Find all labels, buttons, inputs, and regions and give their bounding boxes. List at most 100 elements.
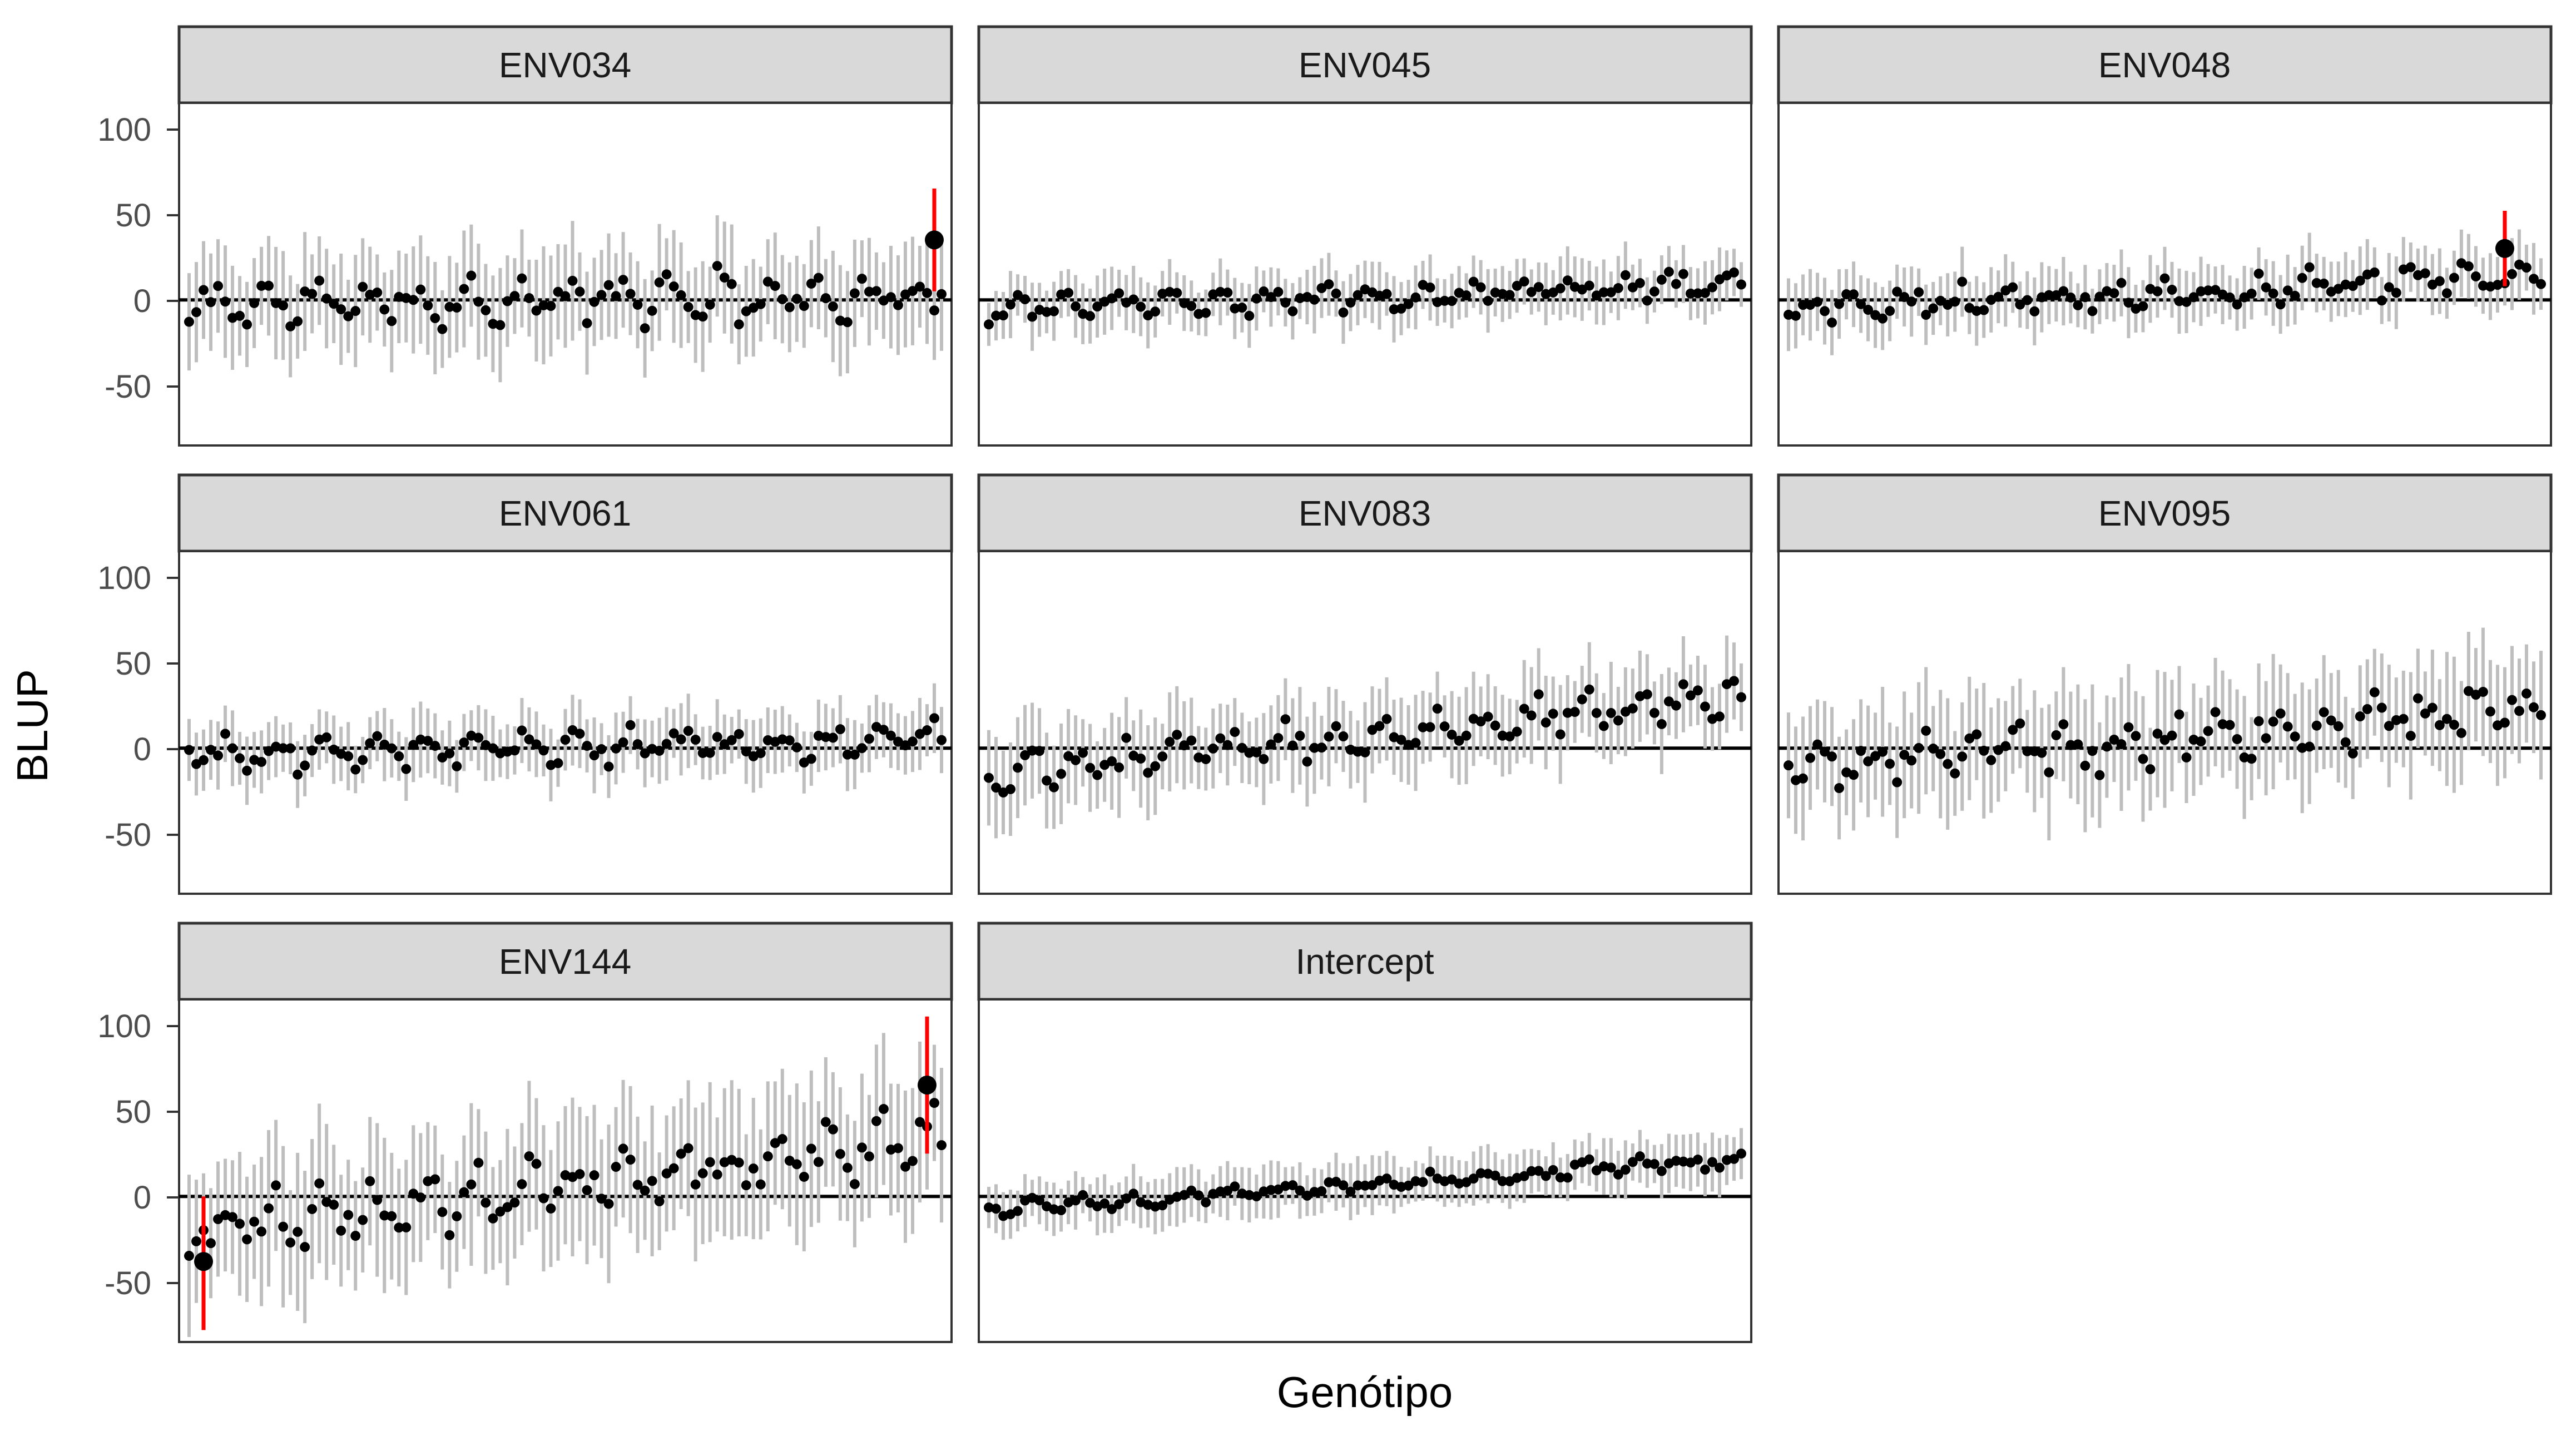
blup-point xyxy=(668,728,679,739)
blup-point xyxy=(2499,717,2510,728)
blup-point xyxy=(1396,303,1406,314)
blup-point xyxy=(1360,1180,1370,1191)
interval-marks xyxy=(1779,627,2551,841)
y-tick-label: 0 xyxy=(133,1180,151,1216)
blup-point xyxy=(1085,311,1096,321)
blup-point xyxy=(2376,295,2387,306)
blup-point xyxy=(2080,760,2090,771)
blup-point xyxy=(582,741,592,751)
blup-point xyxy=(242,765,252,776)
blup-point xyxy=(2015,299,2025,310)
blup-point xyxy=(567,275,578,286)
blup-point xyxy=(2290,290,2300,301)
blup-point xyxy=(596,1194,607,1204)
blup-point xyxy=(2391,288,2401,298)
blup-point xyxy=(1034,1195,1045,1206)
blup-point xyxy=(2485,706,2495,717)
blup-point xyxy=(1309,294,1320,305)
blup-point xyxy=(864,734,874,744)
blup-point xyxy=(2369,267,2380,278)
blup-point xyxy=(2037,747,2047,758)
blup-point xyxy=(734,729,744,739)
blup-point xyxy=(2253,269,2264,279)
blup-point xyxy=(1439,295,1450,306)
blup-point xyxy=(991,1204,1002,1214)
blup-point xyxy=(1042,775,1052,786)
blup-point xyxy=(1950,296,1960,307)
blup-point xyxy=(1446,296,1457,306)
blup-point xyxy=(907,736,918,747)
blup-point xyxy=(256,1226,267,1237)
blup-point xyxy=(1834,299,1845,309)
blup-point xyxy=(1201,754,1211,764)
blup-point xyxy=(1483,295,1493,306)
facet-env095: ENV095 xyxy=(1777,473,2553,895)
blup-point xyxy=(2420,268,2430,279)
blup-point xyxy=(466,270,477,281)
blup-point xyxy=(1671,700,1681,711)
blup-point xyxy=(365,738,375,749)
blup-point xyxy=(676,734,686,745)
blup-point xyxy=(712,732,722,742)
blup-point xyxy=(278,300,289,311)
blup-point xyxy=(394,751,404,761)
blup-point xyxy=(1295,1185,1305,1196)
blup-point xyxy=(1671,1156,1681,1166)
blup-point xyxy=(1222,740,1233,750)
blup-point xyxy=(278,743,289,754)
blup-point xyxy=(1798,300,1809,310)
blup-point xyxy=(1820,306,1830,316)
blup-point xyxy=(1324,1177,1334,1187)
blup-point xyxy=(1201,1197,1211,1207)
strip-background xyxy=(177,473,953,553)
blup-point xyxy=(1863,756,1874,766)
blup-point xyxy=(705,1157,715,1167)
blup-point xyxy=(2217,719,2228,730)
blup-point xyxy=(2029,306,2040,316)
blup-point xyxy=(1150,761,1161,771)
blup-point xyxy=(929,305,939,316)
strip-background xyxy=(977,25,1753,105)
blup-point xyxy=(1121,1193,1132,1204)
blup-point xyxy=(835,1148,845,1159)
blup-point xyxy=(2434,720,2445,730)
blup-point xyxy=(1251,747,1262,757)
blup-point xyxy=(1827,751,1837,762)
interval-marks xyxy=(979,635,1751,839)
x-axis-title: Genótipo xyxy=(1277,1368,1453,1417)
blup-point xyxy=(191,1236,202,1246)
blup-point xyxy=(1885,306,1895,316)
blup-point xyxy=(184,316,194,327)
blup-point xyxy=(1013,1206,1023,1216)
interval-marks xyxy=(979,241,1751,351)
blup-point xyxy=(437,324,448,334)
blup-point xyxy=(459,284,469,294)
blup-point xyxy=(2333,284,2344,294)
blup-point xyxy=(2181,296,2192,307)
blup-point xyxy=(314,1178,325,1189)
blup-point xyxy=(264,280,274,291)
blup-point xyxy=(2536,279,2546,289)
blup-point xyxy=(1107,756,1117,766)
blup-point xyxy=(1222,288,1233,298)
blup-point xyxy=(1971,729,1982,740)
blup-point xyxy=(1259,754,1269,764)
blup-point xyxy=(2290,731,2300,742)
blup-point xyxy=(1157,751,1168,762)
blup-point xyxy=(1497,730,1508,741)
blup-point xyxy=(2441,288,2452,299)
blup-point xyxy=(430,313,440,324)
blup-point xyxy=(1791,310,1801,321)
blup-point xyxy=(878,1104,889,1115)
blup-point xyxy=(1396,735,1406,745)
blup-point xyxy=(264,1203,274,1214)
blup-point xyxy=(654,277,665,288)
blup-point xyxy=(546,301,556,311)
blup-point xyxy=(1692,685,1703,696)
blup-point xyxy=(618,1143,628,1154)
blup-point xyxy=(524,293,534,304)
blup-point xyxy=(596,744,607,755)
blup-point xyxy=(199,285,209,295)
blup-point xyxy=(1548,1165,1558,1175)
